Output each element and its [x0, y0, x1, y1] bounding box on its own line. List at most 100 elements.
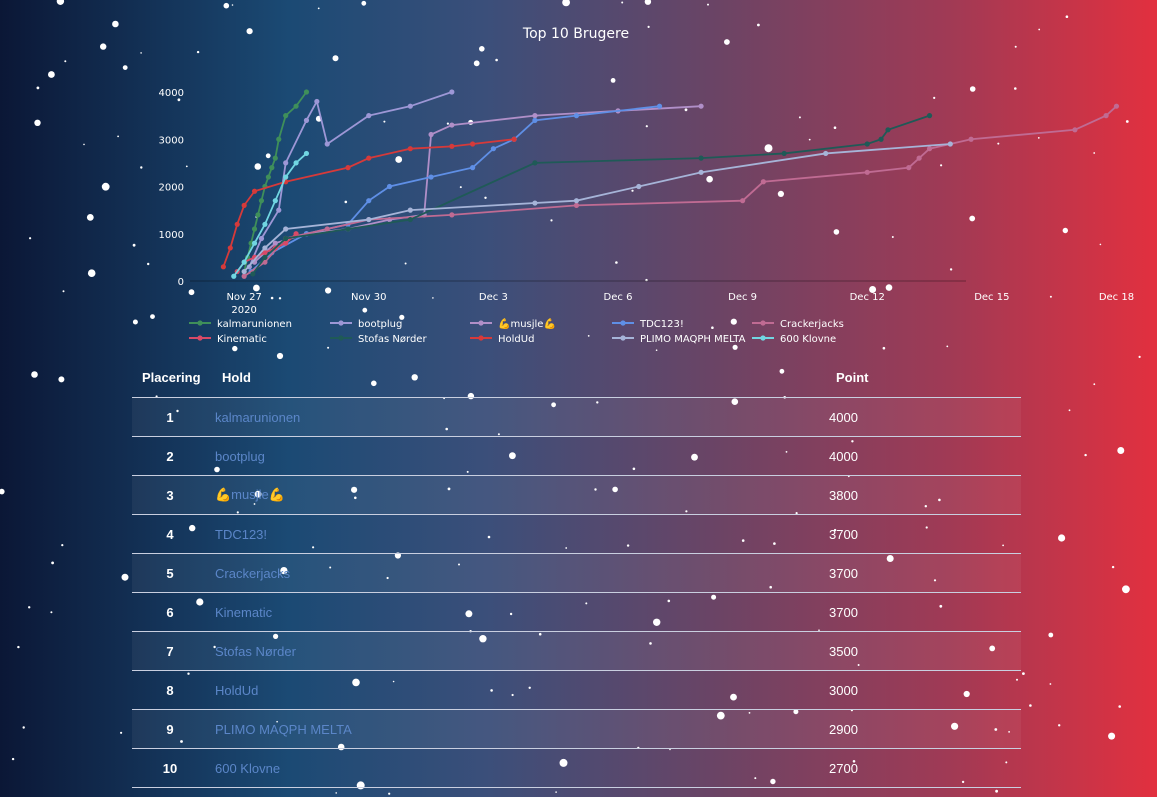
snowflake	[121, 573, 129, 581]
y-tick-label: 4000	[159, 88, 184, 99]
data-point	[314, 98, 320, 105]
leaderboard-table: Placering Hold Point 1 kalmarunionen 4000 2…	[132, 358, 1021, 788]
points-cell: 3700	[829, 604, 858, 620]
data-point	[262, 259, 268, 265]
rank-cell: 5	[166, 565, 174, 581]
data-point	[760, 179, 766, 185]
data-point	[366, 216, 372, 223]
data-point	[878, 136, 884, 142]
data-point	[283, 226, 289, 232]
data-point	[272, 155, 278, 161]
series-line	[233, 152, 308, 277]
header-team: Hold	[222, 370, 251, 385]
data-point	[698, 155, 704, 161]
data-point	[470, 165, 476, 171]
data-point	[573, 198, 580, 204]
legend-item[interactable]: Kinematic	[189, 334, 267, 345]
series-line	[243, 105, 1118, 278]
series-line	[250, 105, 660, 273]
data-point	[283, 160, 289, 166]
chart-title: Top 10 Brugere	[522, 26, 629, 42]
snowflake	[31, 371, 38, 378]
legend-item[interactable]: HoldUd	[470, 334, 534, 345]
team-link[interactable]: 💪musjle💪	[215, 487, 285, 502]
snowflake	[0, 488, 5, 495]
data-point	[262, 245, 268, 251]
points-cell: 3700	[829, 565, 858, 581]
data-point	[407, 146, 413, 152]
data-point	[272, 198, 278, 204]
legend-marker	[197, 320, 203, 326]
team-link[interactable]: bootplug	[215, 448, 265, 464]
data-point	[255, 212, 261, 218]
team-link[interactable]: 600 Klovne	[215, 760, 281, 776]
team-link[interactable]: Crackerjacks	[215, 565, 291, 581]
data-point	[864, 141, 870, 147]
data-point	[449, 212, 455, 218]
legend-label: 💪musjle💪	[498, 317, 556, 330]
header-points: Point	[836, 370, 869, 385]
data-point	[573, 113, 580, 119]
legend-item[interactable]: kalmarunionen	[189, 319, 292, 330]
data-point	[262, 221, 268, 227]
data-point	[698, 169, 704, 175]
data-point	[573, 202, 580, 208]
data-point	[366, 113, 372, 119]
series-line	[243, 143, 951, 273]
data-point	[428, 131, 434, 138]
series-2	[251, 103, 704, 265]
data-point	[303, 117, 310, 123]
table-row: 6 Kinematic 3700	[132, 593, 1021, 632]
table-row: 2 bootplug 4000	[132, 437, 1021, 476]
legend-item[interactable]: PLIMO MAQPH MELTA	[612, 334, 746, 345]
team-link[interactable]: Stofas Nørder	[215, 643, 296, 659]
data-point	[262, 254, 268, 260]
data-point	[906, 165, 912, 171]
team-link[interactable]: TDC123!	[215, 526, 268, 542]
legend-item[interactable]: Crackerjacks	[752, 319, 844, 330]
legend-label: Kinematic	[217, 334, 267, 345]
legend-marker	[620, 335, 626, 341]
table-row: 1 kalmarunionen 4000	[132, 398, 1021, 437]
team-link[interactable]: kalmarunionen	[215, 409, 301, 425]
data-point	[269, 165, 275, 171]
points-cell: 3500	[829, 643, 858, 659]
data-point	[532, 113, 538, 119]
legend-marker	[760, 335, 766, 341]
data-point	[449, 143, 455, 149]
snowflake	[50, 611, 53, 614]
data-point	[241, 268, 247, 275]
data-point	[470, 141, 476, 147]
data-point	[740, 198, 746, 204]
series-line	[253, 105, 702, 263]
table-row: 9 PLIMO MAQPH MELTA 2900	[132, 710, 1021, 749]
snowflake	[58, 376, 65, 383]
data-point	[636, 183, 642, 190]
data-point	[293, 103, 299, 109]
snowflake	[11, 757, 15, 761]
legend-item[interactable]: Stofas Nørder	[330, 334, 427, 345]
snowflake	[1058, 724, 1061, 727]
team-link[interactable]: PLIMO MAQPH MELTA	[215, 721, 352, 737]
data-point	[241, 259, 247, 265]
series-3	[248, 103, 663, 275]
snowflake	[1048, 632, 1054, 638]
team-link[interactable]: HoldUd	[215, 682, 259, 698]
table-row: 10 600 Klovne 2700	[132, 749, 1021, 788]
team-link[interactable]: Kinematic	[215, 604, 273, 620]
legend-item[interactable]: TDC123!	[612, 319, 684, 330]
legend-item[interactable]: 💪musjle💪	[470, 317, 556, 330]
legend-label: Crackerjacks	[780, 319, 844, 330]
data-point	[265, 174, 271, 180]
y-tick-label: 1000	[159, 230, 184, 241]
legend-item[interactable]: bootplug	[330, 319, 402, 330]
snowflake	[388, 792, 391, 795]
x-tick-label: Dec 18	[1099, 292, 1134, 303]
data-point	[258, 235, 265, 242]
data-point	[926, 113, 933, 119]
rank-cell: 3	[166, 487, 174, 503]
legend-item[interactable]: 600 Klovne	[752, 334, 836, 345]
data-point	[885, 127, 891, 133]
snowflake	[1117, 447, 1125, 454]
snowflake	[335, 792, 338, 794]
